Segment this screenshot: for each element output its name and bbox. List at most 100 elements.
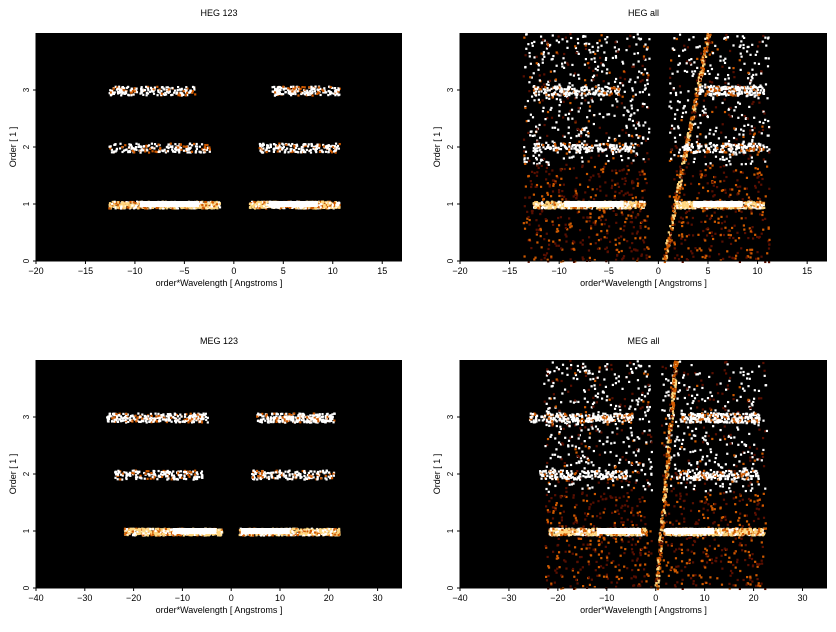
streak-pixel [697,82,699,84]
noise-pixel [753,117,755,119]
band-pixel [173,207,175,209]
noise-pixel [748,106,750,108]
noise-pixel [696,67,698,69]
noise-pixel [641,221,643,223]
noise-pixel [600,238,602,240]
noise-pixel [563,67,565,69]
noise-pixel [673,127,675,129]
band-pixel [168,88,170,90]
noise-pixel [561,190,563,192]
band-pixel [137,146,139,148]
band-pixel [315,145,317,147]
noise-pixel [635,196,637,198]
noise-pixel [643,55,645,57]
noise-pixel [634,81,636,83]
noise-pixel [546,233,548,235]
noise-pixel [633,112,635,114]
streak-pixel [708,40,710,42]
noise-pixel [637,109,639,111]
noise-pixel [714,45,716,47]
noise-pixel [704,73,706,75]
noise-pixel [639,225,641,227]
noise-pixel [640,255,642,257]
noise-pixel [669,82,671,84]
band-pixel [269,144,271,146]
noise-pixel [595,68,597,70]
noise-pixel [645,140,647,142]
noise-pixel [566,40,568,42]
noise-pixel [711,164,713,166]
noise-pixel [523,255,525,257]
band-pixel [193,86,195,88]
band-pixel [554,204,556,206]
noise-pixel [631,162,633,164]
noise-pixel [742,198,744,200]
band-pixel [121,146,123,148]
noise-pixel [710,245,712,247]
noise-pixel [558,224,560,226]
band-pixel [308,143,310,145]
noise-pixel [592,175,594,177]
noise-pixel [743,63,745,65]
band-pixel [154,143,156,145]
band-pixel [263,201,265,203]
band-pixel [162,207,164,209]
noise-pixel [757,257,759,259]
noise-pixel [709,255,711,257]
band-pixel [128,94,130,96]
noise-pixel [757,45,759,47]
noise-pixel [720,132,722,134]
noise-pixel [632,187,634,189]
band-pixel [185,94,187,96]
streak-pixel [672,210,674,212]
band-pixel [132,147,134,149]
noise-pixel [621,178,623,180]
noise-pixel [623,255,625,257]
noise-pixel [535,131,537,133]
noise-pixel [686,62,688,64]
noise-pixel [588,49,590,51]
noise-pixel [740,40,742,42]
noise-pixel [637,76,639,78]
band-pixel [170,143,172,145]
band-pixel [201,204,203,206]
noise-pixel [624,177,626,179]
noise-pixel [722,258,724,260]
band-pixel [133,93,135,95]
streak-pixel [668,242,670,244]
noise-pixel [757,97,759,99]
noise-pixel [646,257,648,259]
noise-pixel [550,71,552,73]
noise-pixel [735,153,737,155]
noise-pixel [627,192,629,194]
band-pixel [282,86,284,88]
noise-pixel [757,173,759,175]
noise-pixel [576,52,578,54]
noise-pixel [725,136,727,138]
band-pixel [204,144,206,146]
noise-pixel [704,84,706,86]
noise-pixel [626,165,628,167]
noise-pixel [523,37,525,39]
noise-pixel [596,188,598,190]
noise-pixel [614,81,616,83]
y-tick-label: 1 [22,201,31,206]
noise-pixel [595,242,597,244]
noise-pixel [760,256,762,258]
noise-pixel [678,55,680,57]
noise-pixel [763,112,765,114]
band-pixel [730,207,732,209]
band-pixel [249,203,251,205]
streak-pixel [681,179,683,181]
noise-pixel [544,118,546,120]
noise-pixel [611,170,613,172]
x-tick-label: 0 [231,266,236,276]
noise-pixel [611,104,613,106]
band-pixel [127,204,129,206]
noise-pixel [611,179,613,181]
noise-pixel [721,222,723,224]
noise-pixel [606,230,608,232]
noise-pixel [671,128,673,130]
streak-pixel [670,232,672,234]
noise-pixel [696,58,698,60]
